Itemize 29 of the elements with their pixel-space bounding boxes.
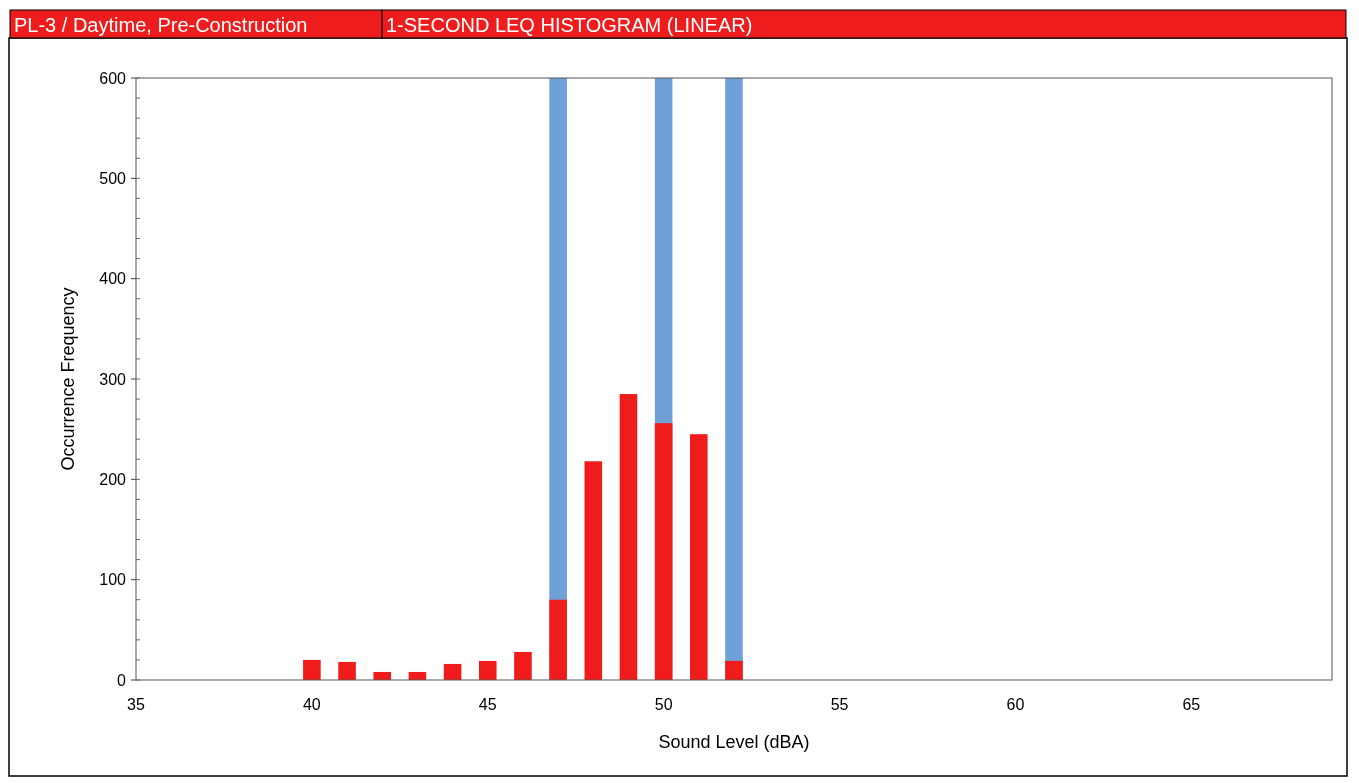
y-tick-label: 100 [99, 571, 127, 589]
x-tick-label: 55 [830, 696, 849, 713]
y-tick-label: 300 [99, 370, 127, 388]
bar [725, 660, 743, 680]
x-tick-label: 50 [654, 696, 673, 713]
chart-title: PL-3 / Daytime, Pre-Construction [14, 14, 308, 36]
bar [478, 660, 497, 680]
x-tick-label: 45 [478, 696, 497, 713]
x-tick-label: 35 [127, 696, 145, 713]
bar [338, 661, 356, 680]
y-tick-label: 500 [99, 169, 127, 187]
x-axis-title: Sound Level (dBA) [658, 732, 810, 752]
bar [549, 599, 567, 680]
bar [514, 651, 532, 680]
y-tick-label: 200 [99, 470, 127, 488]
bar [584, 461, 603, 680]
bar [619, 394, 638, 680]
y-axis-title: Occurrence Frequency [58, 287, 78, 471]
x-tick-label: 40 [302, 696, 321, 713]
bar [654, 423, 673, 680]
x-tick-label: 60 [1006, 696, 1025, 713]
x-tick-label: 65 [1182, 696, 1201, 713]
y-tick-label: 400 [99, 270, 127, 288]
y-tick-label: 0 [117, 671, 127, 689]
bar [303, 659, 321, 680]
bar [443, 663, 462, 680]
y-tick-label: 600 [99, 69, 127, 87]
bar [690, 434, 708, 680]
chart-subtitle: 1-SECOND LEQ HISTOGRAM (LINEAR) [386, 14, 753, 36]
